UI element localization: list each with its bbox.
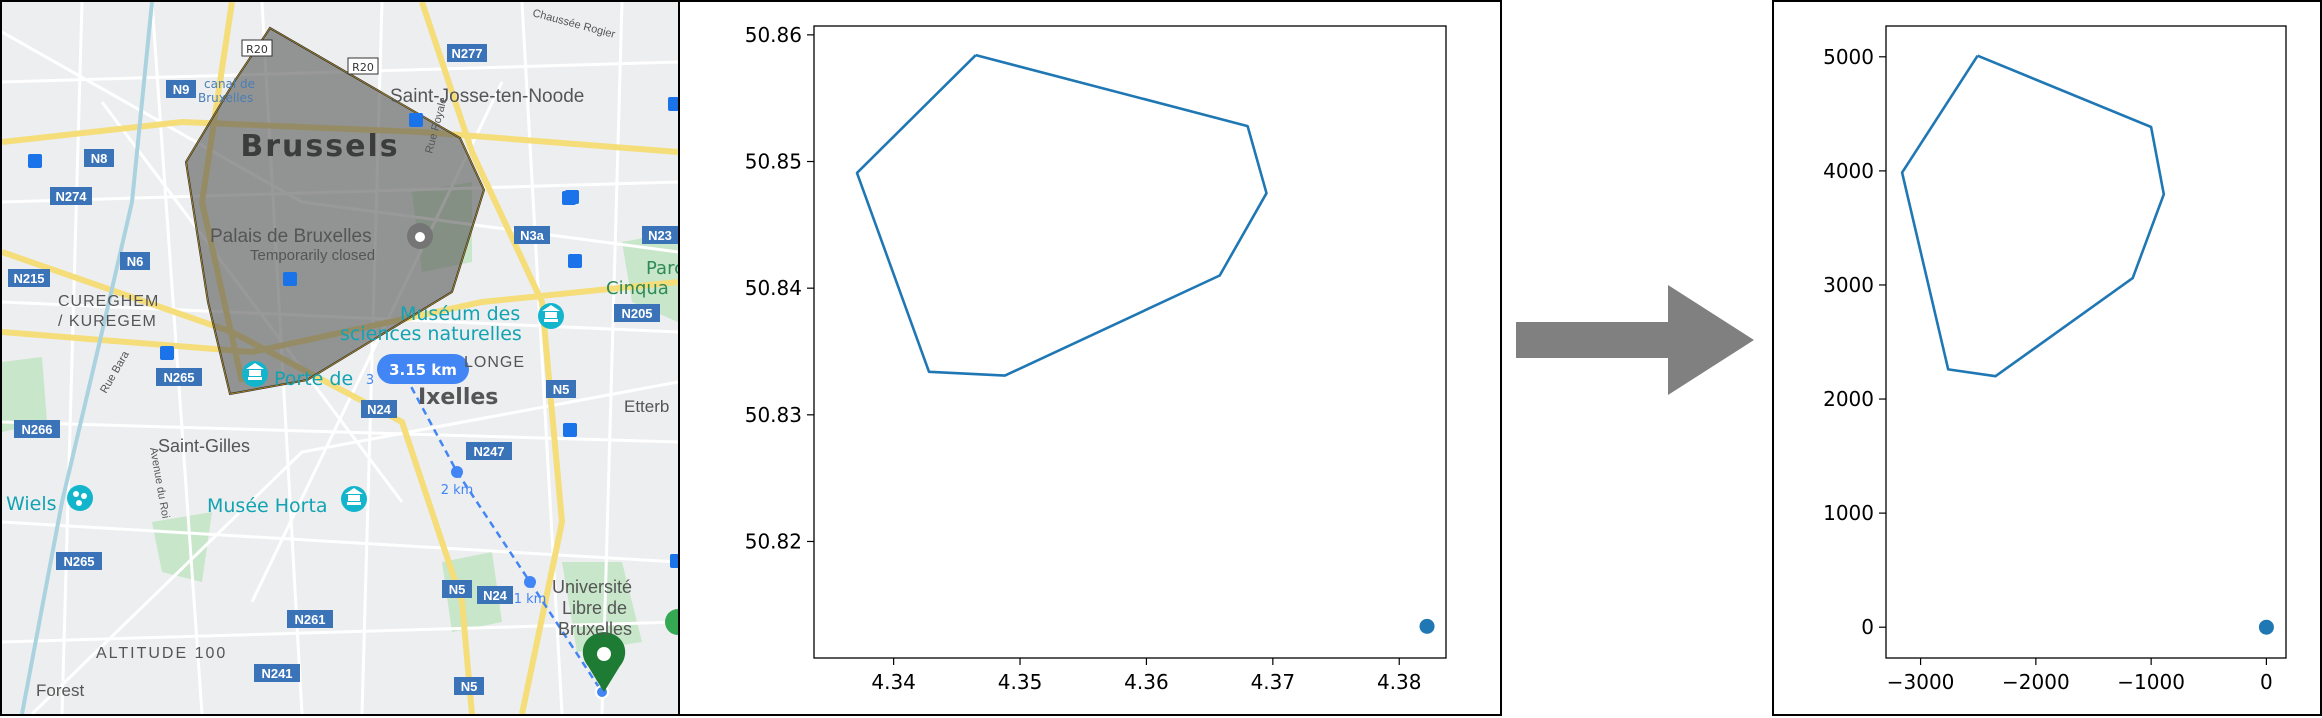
- y-tick-label: 50.82: [745, 529, 802, 553]
- distance-badge-label: 3.15 km: [389, 361, 457, 379]
- road-shields: N277 N9 N8 N274 N6 N215 N3a N23 N205 N26…: [8, 39, 678, 695]
- city-label: Brussels: [240, 129, 399, 164]
- poi-label: sciences naturelles: [340, 323, 522, 345]
- distance-tick-label: 3: [366, 373, 374, 388]
- road-shield-label: N3a: [520, 228, 545, 243]
- road-shield-label: N265: [163, 370, 194, 385]
- road-shield-label: N8: [91, 151, 108, 166]
- y-tick-label: 1000: [1823, 501, 1874, 525]
- water-label: canal de: [204, 77, 255, 91]
- x-tick-label: 4.38: [1377, 670, 1422, 694]
- poi-label: Musée Horta: [207, 495, 328, 517]
- poi-label: Wiels: [6, 493, 57, 515]
- distance-node-1km: [524, 576, 536, 588]
- x-tick-label: 4.37: [1251, 670, 1296, 694]
- y-tick-label: 0: [1861, 615, 1874, 639]
- x-tick-label: −1000: [2117, 670, 2185, 694]
- y-tick-label: 5000: [1823, 45, 1874, 69]
- road-shield-label: N9: [173, 82, 190, 97]
- poi-label: Université: [552, 577, 632, 597]
- map-canvas: 2 km 1 km 3 3.15 km: [2, 2, 678, 714]
- district-label: Ixelles: [418, 385, 498, 410]
- map-pin-icon[interactable]: [582, 632, 626, 692]
- road-shield-label: N5: [449, 582, 466, 597]
- y-tick-label: 50.84: [745, 276, 802, 300]
- plot-lonlat-panel: 4.34 4.35 4.36 4.37 4.38 50.82 50.83 50.84 50.85…: [678, 0, 1502, 716]
- road-shield-label: N215: [13, 271, 44, 286]
- park-icon[interactable]: [665, 609, 678, 635]
- poi-label: Cinqua: [606, 278, 669, 299]
- district-label: / KUREGEM: [58, 313, 157, 330]
- x-tick-label: −3000: [1887, 670, 1955, 694]
- district-label: Saint-Josse-ten-Noode: [390, 86, 584, 107]
- y-tick-label: 3000: [1823, 273, 1874, 297]
- transit-icons: [28, 97, 678, 568]
- axes-frame: [1885, 25, 2287, 659]
- distance-node-2km: [451, 466, 463, 478]
- y-tick-label: 50.85: [745, 150, 802, 174]
- road-shield-label: N5: [461, 679, 478, 694]
- road-shield-label: N266: [21, 422, 52, 437]
- road-shield-label: N261: [294, 612, 325, 627]
- camera-icon[interactable]: [407, 223, 433, 249]
- reference-point: [1419, 618, 1435, 634]
- road-shield-label: N265: [63, 554, 94, 569]
- road-shield-label: N274: [55, 189, 87, 204]
- axes-frame: [813, 25, 1447, 659]
- road-shield-label: N277: [451, 46, 482, 61]
- road-shield-label: N24: [367, 402, 392, 417]
- plot-lonlat-chart: 4.34 4.35 4.36 4.37 4.38 50.82 50.83 50.84 50.85…: [745, 23, 1447, 694]
- ring-shield-label: R20: [352, 61, 374, 74]
- ring-shield-label: R20: [246, 43, 268, 56]
- x-tick-label: 4.36: [1124, 670, 1169, 694]
- district-label: Etterb: [624, 397, 669, 416]
- museum-icon[interactable]: [341, 486, 367, 512]
- palette-icon[interactable]: [67, 485, 93, 511]
- road-shield-label: N5: [553, 382, 570, 397]
- poi-label: Parc: [646, 258, 678, 279]
- canal-line: [20, 2, 154, 714]
- y-tick-label: 50.86: [745, 23, 802, 47]
- poi-label: Libre de: [562, 598, 627, 618]
- road-shield-label: N24: [483, 588, 508, 603]
- poi-label: Palais de Bruxelles: [210, 226, 372, 247]
- road-shield-label: N247: [473, 444, 504, 459]
- reference-point: [2258, 619, 2274, 635]
- distance-tick-label: 2 km: [441, 483, 474, 498]
- transform-arrow-shape: [1516, 285, 1754, 395]
- distance-tick-label: 1 km: [514, 592, 547, 607]
- y-tick-label: 4000: [1823, 159, 1874, 183]
- x-tick-label: 4.34: [871, 670, 916, 694]
- plot-meters-chart: −3000 −2000 −1000 0 0 1000 2000 3000 4000 5000: [1823, 25, 2287, 694]
- distance-line: [398, 365, 604, 693]
- transform-arrow-icon: [1516, 285, 1754, 395]
- road-shield-label: N241: [261, 666, 292, 681]
- x-tick-label: 4.35: [998, 670, 1043, 694]
- district-label: CUREGHEM: [58, 293, 159, 310]
- map-screenshot: 2 km 1 km 3 3.15 km: [0, 0, 680, 716]
- poi-label: Porte de: [274, 368, 353, 390]
- road-shield-label: N205: [621, 306, 652, 321]
- poi-label: Muséum des: [400, 303, 520, 325]
- district-label: ALTITUDE 100: [96, 645, 227, 662]
- poi-sublabel: Temporarily closed: [250, 247, 375, 264]
- district-label: Saint-Gilles: [158, 436, 250, 456]
- x-tick-label: −2000: [2002, 670, 2070, 694]
- museum-icon[interactable]: [242, 361, 268, 387]
- brussels-polygon-outline: [185, 27, 485, 395]
- y-tick-label: 50.83: [745, 403, 802, 427]
- poi-label: Bruxelles: [558, 619, 632, 639]
- y-tick-label: 2000: [1823, 387, 1874, 411]
- museum-icon[interactable]: [538, 303, 564, 329]
- road-shield-label: N6: [127, 254, 144, 269]
- plot-meters-panel: −3000 −2000 −1000 0 0 1000 2000 3000 4000 5000: [1772, 0, 2322, 716]
- district-label: Forest: [36, 681, 84, 700]
- road-shield-label: N23: [648, 228, 672, 243]
- district-label: LONGE: [464, 354, 525, 371]
- polygon-series-line: [1900, 54, 2166, 378]
- polygon-series-line: [855, 53, 1268, 377]
- water-label: Bruxelles: [198, 91, 253, 105]
- distance-badge[interactable]: [377, 354, 469, 384]
- x-tick-label: 0: [2260, 670, 2273, 694]
